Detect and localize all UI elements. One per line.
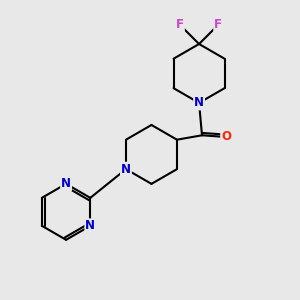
Text: N: N bbox=[194, 96, 204, 110]
Text: N: N bbox=[121, 163, 131, 176]
Text: O: O bbox=[221, 130, 231, 143]
Text: F: F bbox=[176, 18, 184, 32]
Text: N: N bbox=[61, 177, 71, 190]
Text: N: N bbox=[85, 219, 95, 232]
Text: F: F bbox=[214, 18, 222, 32]
